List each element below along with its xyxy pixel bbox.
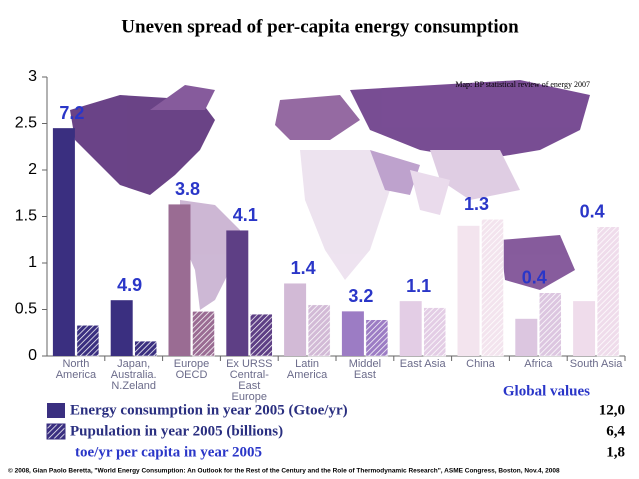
legend-swatch — [47, 403, 65, 418]
x-tick-label: Middel East — [348, 358, 382, 381]
x-tick-label: Europe OECD — [173, 358, 210, 381]
y-tick-label: 1 — [28, 254, 37, 271]
hatched-bar — [134, 340, 157, 357]
bar — [515, 318, 538, 356]
legend-label: Energy consumption in year 2005 (Gtoe/yr… — [70, 402, 348, 418]
bar — [110, 300, 133, 356]
y-tick-label: 3 — [28, 68, 37, 85]
x-tick-label: China — [466, 358, 495, 370]
y-tick-label: 2 — [28, 161, 37, 178]
bar — [168, 204, 191, 356]
hatched-bar — [307, 304, 331, 357]
bar — [573, 301, 596, 356]
chart-title: Uneven spread of per-capita energy consu… — [121, 16, 519, 37]
x-tick-label: South Asia — [569, 358, 623, 370]
y-tick-label: 2.5 — [15, 115, 37, 132]
legend-label: toe/yr per capita in year 2005 — [75, 444, 262, 460]
x-tick-label: Japan, Australia. N.Zeland — [110, 358, 157, 392]
bar — [226, 230, 249, 356]
hatched-bar — [192, 311, 215, 357]
global-value: 1,8 — [606, 444, 625, 460]
data-label: 3.2 — [348, 286, 373, 306]
legend-label: Pupulation in year 2005 (billions) — [70, 423, 283, 439]
hatched-bar — [596, 226, 620, 357]
data-label: 1.3 — [464, 194, 489, 214]
bar — [284, 283, 307, 356]
subtitle: Map: BP statistical review of energy 200… — [455, 80, 590, 89]
data-label: 1.4 — [291, 258, 316, 278]
data-label: 3.8 — [175, 179, 200, 199]
global-value: 12,0 — [599, 402, 625, 418]
x-tick-label: North America — [55, 358, 97, 381]
x-tick-label: Africa — [524, 358, 553, 370]
bar — [399, 301, 422, 356]
data-label: 0.4 — [580, 201, 605, 221]
data-label: 4.9 — [117, 275, 142, 295]
hatched-bar — [365, 319, 389, 357]
hatched-bar — [250, 313, 273, 357]
legend-swatch — [46, 423, 66, 440]
bar — [52, 128, 75, 356]
x-tick-label: Latin America — [286, 358, 328, 381]
data-label: 7.2 — [59, 103, 84, 123]
bar — [341, 311, 364, 356]
x-tick-label: Ex URSS Central- East Europe — [226, 358, 273, 403]
footnote: © 2008, Gian Paolo Beretta, "World Energ… — [8, 467, 560, 475]
y-tick-label: 0.5 — [15, 301, 37, 318]
global-value: 6,4 — [606, 423, 625, 439]
hatched-bar — [423, 307, 446, 357]
y-tick-label: 0 — [28, 347, 37, 364]
global-values-title: Global values — [503, 383, 590, 399]
hatched-bar — [539, 292, 562, 357]
x-tick-label: East Asia — [399, 358, 446, 370]
data-label: 4.1 — [233, 205, 258, 225]
bar — [457, 225, 480, 356]
hatched-bar — [481, 219, 504, 357]
data-label: 0.4 — [522, 268, 547, 288]
data-label: 1.1 — [406, 276, 431, 296]
y-tick-label: 1.5 — [15, 208, 37, 225]
world-map — [70, 80, 590, 310]
hatched-bar — [76, 325, 100, 357]
